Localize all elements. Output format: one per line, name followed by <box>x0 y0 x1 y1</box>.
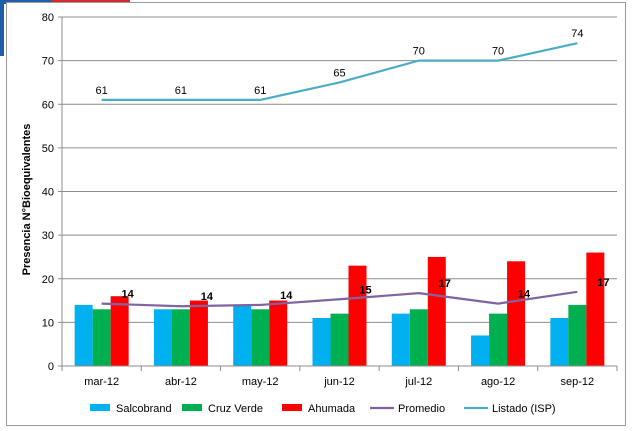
side-blue-strip <box>0 4 4 56</box>
y-tick-label: 0 <box>48 361 54 373</box>
bar-salcobrand <box>471 335 490 366</box>
x-tick-label: jun-12 <box>323 376 355 388</box>
y-tick-label: 60 <box>42 99 54 111</box>
x-tick-label: ago-12 <box>481 376 515 388</box>
y-axis-label: Presencia N°Bioequivalentes <box>21 124 33 276</box>
bar-salcobrand <box>312 318 331 366</box>
x-tick-label: mar-12 <box>84 376 119 388</box>
bars <box>74 252 605 366</box>
legend-label-cruz-verde: Cruz Verde <box>208 403 263 415</box>
bar-cruz-verde <box>489 313 508 366</box>
series-lines <box>101 42 578 308</box>
data-label-listado-isp: 61 <box>175 85 187 97</box>
bar-salcobrand <box>153 309 172 366</box>
data-label-promedio: 14 <box>201 291 214 303</box>
legend-label-ahumada: Ahumada <box>308 403 356 415</box>
bar-salcobrand <box>391 313 410 366</box>
y-tick-label: 80 <box>42 12 54 24</box>
data-label-promedio: 14 <box>280 290 293 302</box>
legend-label-listado-isp: Listado (ISP) <box>492 403 556 415</box>
bar-cruz-verde <box>409 309 428 366</box>
bar-salcobrand <box>550 318 569 366</box>
bar-cruz-verde <box>251 309 270 366</box>
data-label-promedio: 15 <box>359 284 371 296</box>
axes: 0 10 20 30 40 50 60 70 80 mar-12 abr-12 may-12 jun-1… <box>42 12 618 388</box>
bar-salcobrand <box>233 304 252 366</box>
bar-ahumada <box>427 256 446 366</box>
legend-swatch-ahumada <box>282 404 302 411</box>
bar-cruz-verde <box>568 304 587 366</box>
x-tick-label: jul-12 <box>404 376 432 388</box>
data-label-listado-isp: 74 <box>571 28 583 40</box>
legend-label-promedio: Promedio <box>398 403 445 415</box>
y-tick-label: 20 <box>42 274 54 286</box>
x-tick-label: may-12 <box>242 376 279 388</box>
data-label-listado-isp: 61 <box>96 85 108 97</box>
x-tick-label: sep-12 <box>561 376 595 388</box>
y-tick-label: 70 <box>42 56 54 68</box>
bar-cruz-verde <box>92 309 111 366</box>
data-labels: 14 14 14 15 17 14 17 61 61 61 65 70 70 74 <box>96 28 610 303</box>
bar-ahumada <box>269 300 288 366</box>
y-tick-label: 30 <box>42 230 54 242</box>
data-label-listado-isp: 61 <box>254 85 266 97</box>
data-label-listado-isp: 70 <box>413 46 425 58</box>
y-tick-label: 10 <box>42 317 54 329</box>
y-tick-label: 40 <box>42 187 54 199</box>
data-label-listado-isp: 65 <box>333 67 345 79</box>
line-promedio <box>101 290 578 308</box>
bar-ahumada <box>507 261 526 366</box>
data-label-promedio: 14 <box>122 289 135 301</box>
legend-label-salcobrand: Salcobrand <box>116 403 172 415</box>
bar-cruz-verde <box>330 313 349 366</box>
bar-ahumada <box>348 265 367 366</box>
legend-swatch-salcobrand <box>90 404 110 411</box>
y-tick-label: 50 <box>42 143 54 155</box>
bar-ahumada <box>110 296 129 366</box>
legend-swatch-cruz-verde <box>182 404 202 411</box>
bar-ahumada <box>189 300 208 366</box>
bar-salcobrand <box>74 304 93 366</box>
data-label-listado-isp: 70 <box>492 46 504 58</box>
x-tick-label: abr-12 <box>165 376 197 388</box>
data-label-promedio: 17 <box>597 277 609 289</box>
data-label-promedio: 17 <box>439 278 451 290</box>
legend: Salcobrand Cruz Verde Ahumada Promedio Lista… <box>90 403 556 415</box>
bar-cruz-verde <box>171 309 190 366</box>
bar-ahumada <box>586 252 605 366</box>
data-label-promedio: 14 <box>518 289 531 301</box>
line-listado-isp <box>101 42 578 101</box>
